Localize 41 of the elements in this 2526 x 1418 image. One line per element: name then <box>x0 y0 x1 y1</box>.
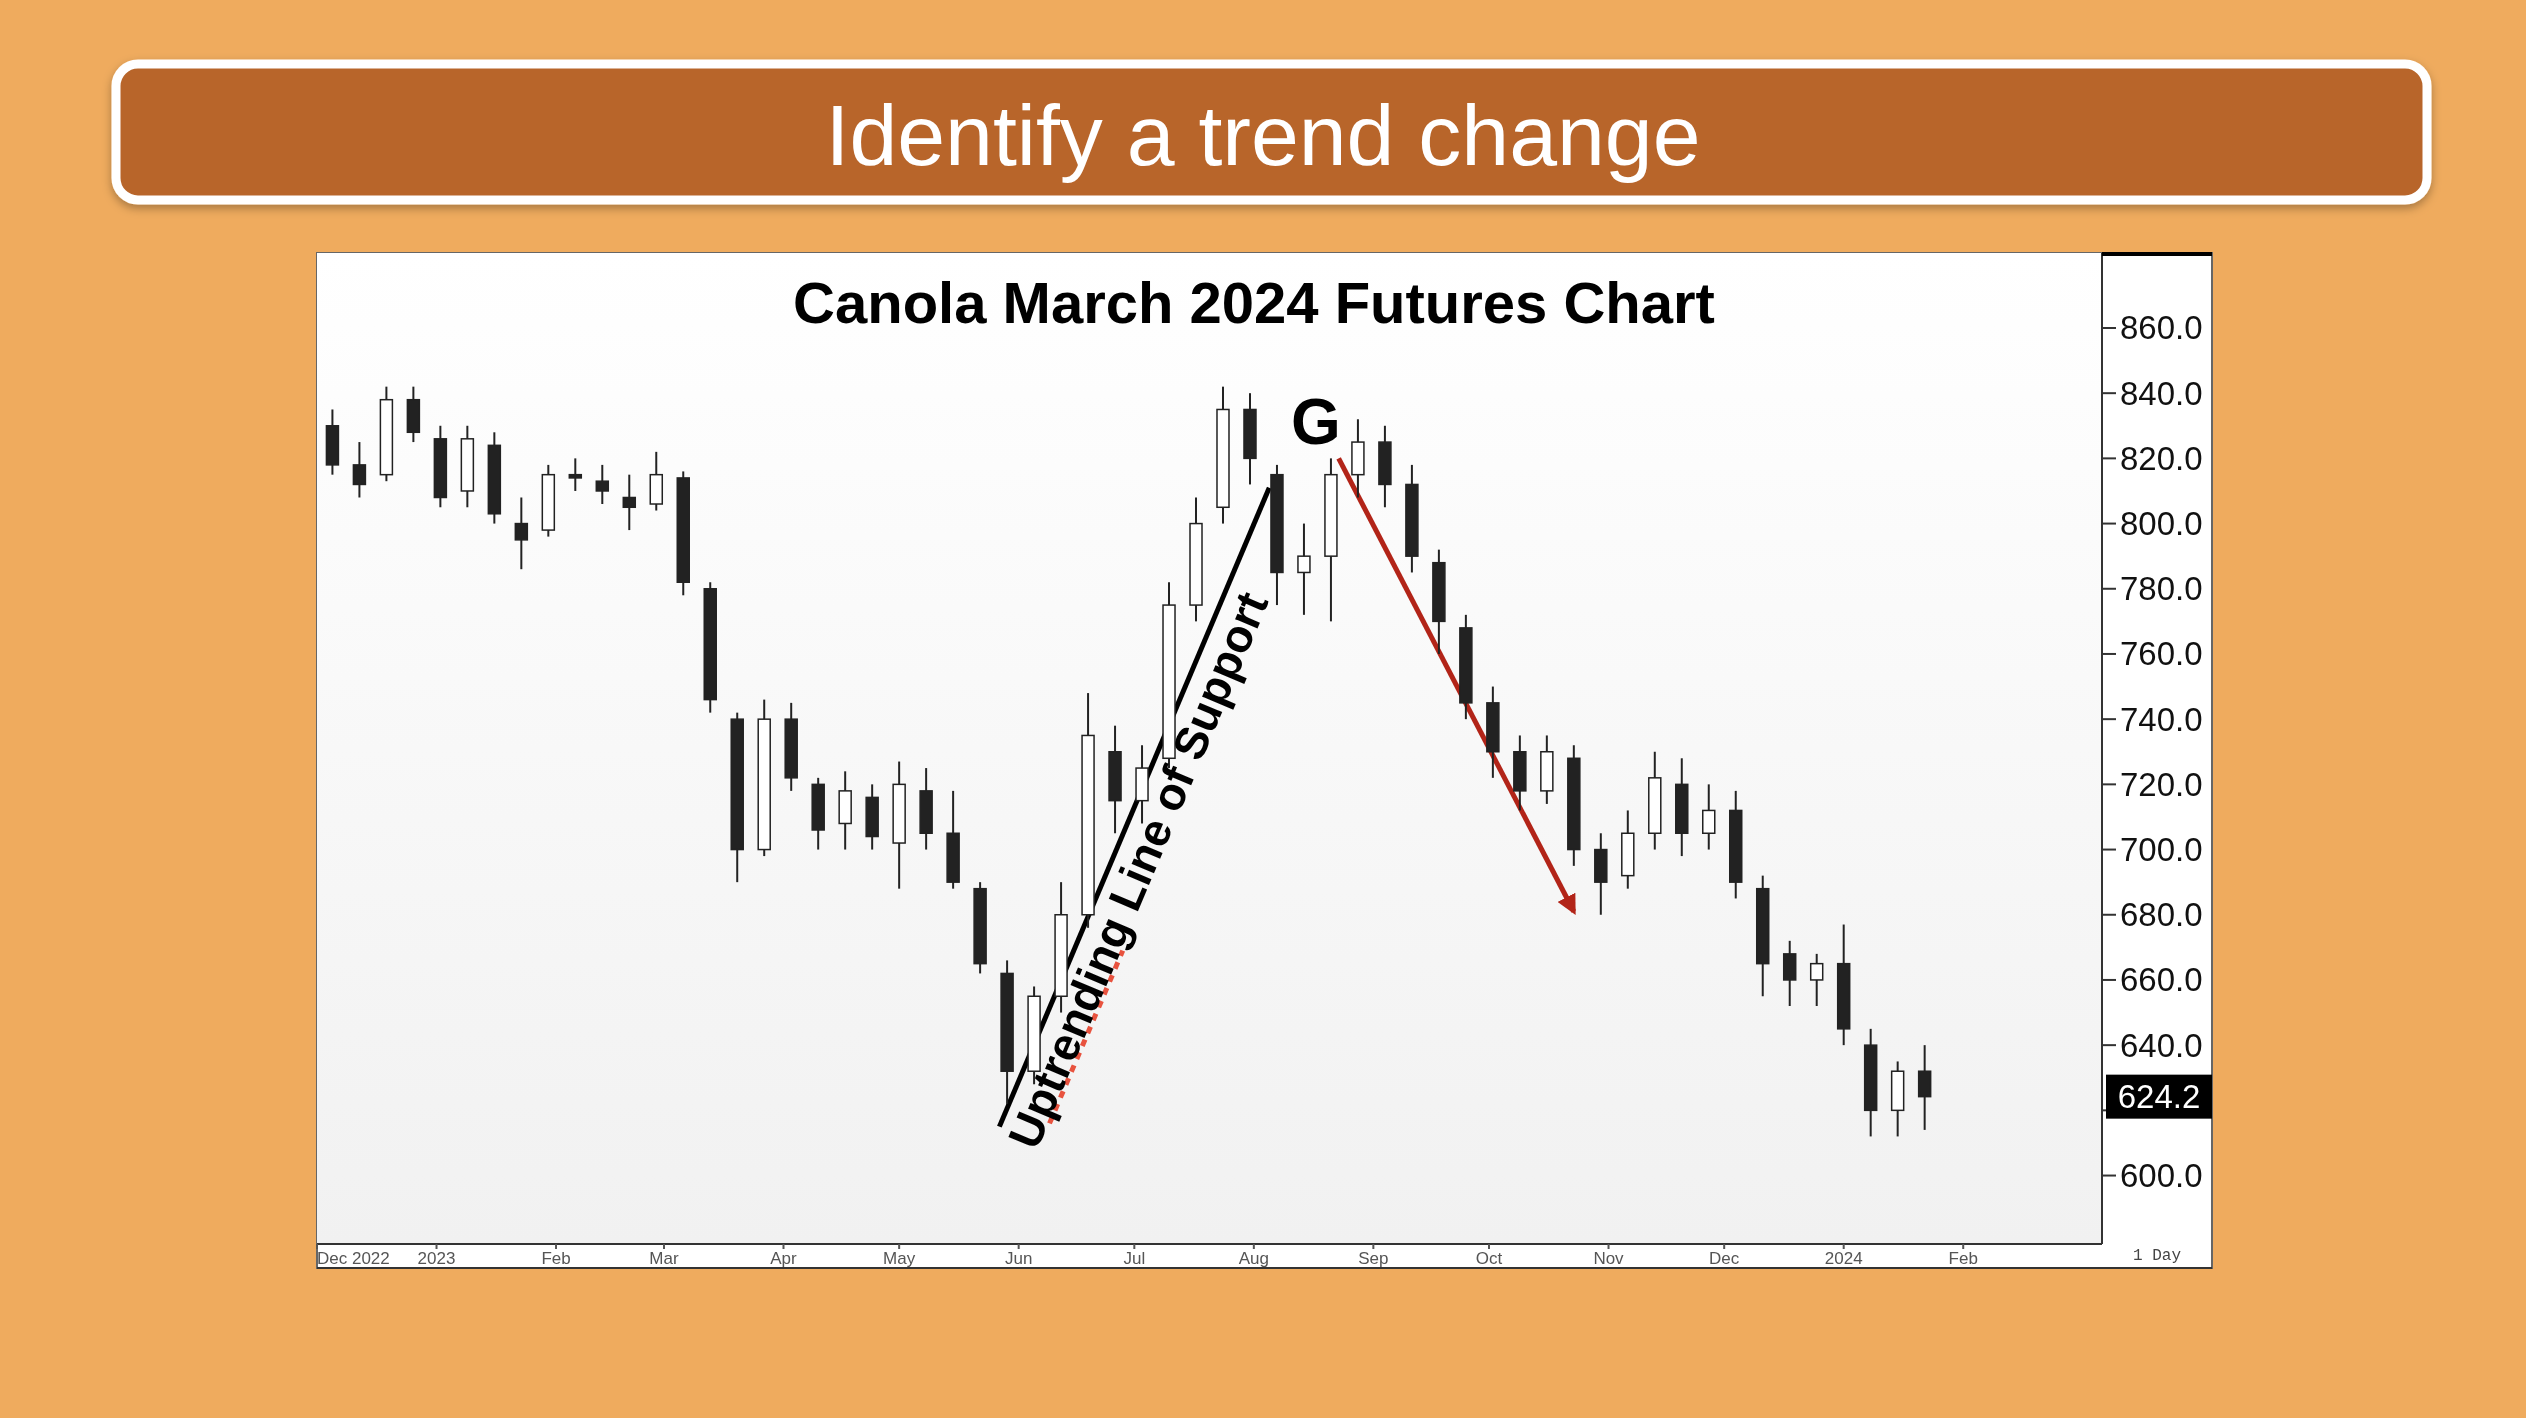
candlestick <box>568 457 583 492</box>
x-tick-label: Nov <box>1593 1248 1625 1268</box>
y-tick-label: 680.0 <box>2120 896 2203 934</box>
y-tick-label: 740.0 <box>2120 700 2203 738</box>
x-tick-label: Jun <box>1004 1248 1033 1268</box>
y-tick-label: 760.0 <box>2120 635 2203 673</box>
x-tick-label: May <box>883 1248 916 1268</box>
y-tick-label: 840.0 <box>2120 374 2203 412</box>
y-tick-label: 780.0 <box>2120 570 2203 608</box>
x-tick-label: 2024 <box>1824 1248 1863 1268</box>
candlestick <box>595 463 610 506</box>
annotation: G <box>1291 386 1341 458</box>
x-tick-label: Apr <box>770 1248 798 1268</box>
y-tick-label: 860.0 <box>2120 309 2203 347</box>
y-tick-label: 720.0 <box>2120 765 2203 803</box>
chart-subtitle: Canola March 2024 Futures Chart <box>793 269 1715 335</box>
x-tick-label: Jul <box>1123 1248 1146 1268</box>
y-tick-label: 700.0 <box>2120 831 2203 869</box>
x-tick-label: Aug <box>1238 1248 1269 1268</box>
text: 1 Day <box>2132 1247 2182 1265</box>
y-tick-label: 600.0 <box>2120 1157 2203 1195</box>
candlestick <box>1702 783 1716 851</box>
text: 624.2 <box>2117 1078 2201 1116</box>
x-tick-label: Oct <box>1475 1248 1503 1268</box>
y-tick-label: 800.0 <box>2120 505 2203 543</box>
candlestick <box>514 496 529 571</box>
candlestick <box>1297 522 1311 616</box>
x-tick-label: Mar <box>649 1248 679 1268</box>
x-tick-label: Feb <box>1948 1248 1978 1268</box>
candlestick <box>1809 952 1824 1008</box>
y-tick-label: 660.0 <box>2120 961 2203 999</box>
y-tick-label: 640.0 <box>2120 1026 2203 1064</box>
chart-title: Identify a trend change <box>825 87 1701 183</box>
x-tick-label: Sep <box>1358 1248 1389 1268</box>
x-tick-label: Dec <box>1709 1248 1740 1268</box>
y-tick-label: 820.0 <box>2120 439 2203 477</box>
candlestick <box>622 473 637 532</box>
candlestick <box>352 441 367 499</box>
x-tick-label: 2023 <box>417 1248 456 1268</box>
x-tick-label: Dec 2022 <box>317 1248 390 1268</box>
x-tick-label: Feb <box>541 1248 571 1268</box>
